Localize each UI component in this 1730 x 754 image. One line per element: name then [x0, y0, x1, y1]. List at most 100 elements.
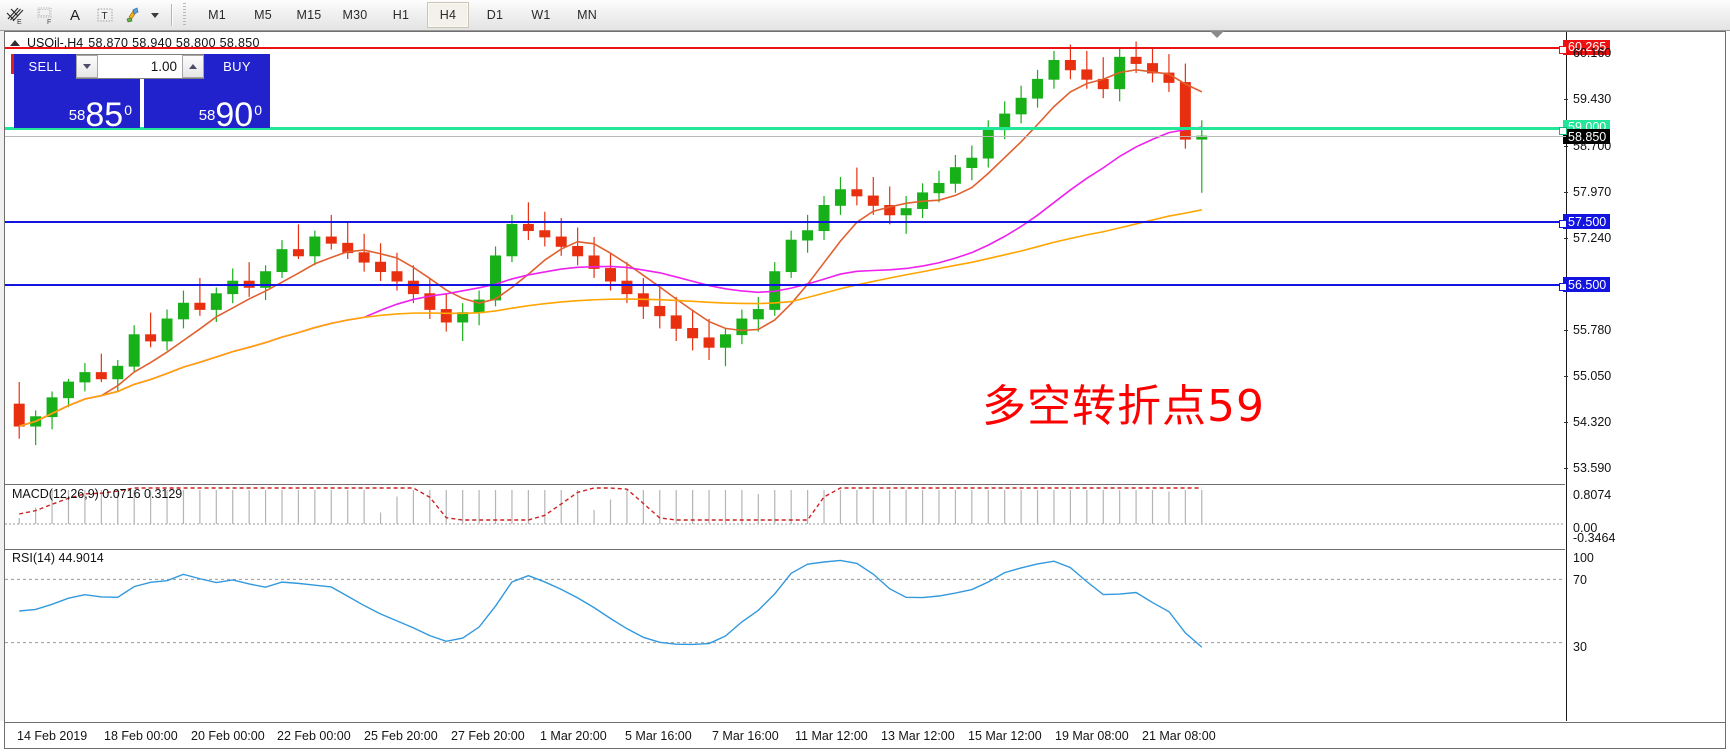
- macd-histogram-bar: [199, 490, 201, 524]
- price-level-pill[interactable]: 60.265: [1563, 39, 1611, 55]
- horizontal-level-line[interactable]: [5, 45, 1567, 54]
- horizontal-level-line[interactable]: [5, 220, 1567, 229]
- price-plot: [13, 41, 1208, 446]
- text-label-icon[interactable]: T: [90, 2, 120, 28]
- candlestick: [769, 262, 781, 316]
- price-level-pill[interactable]: 56.500: [1563, 277, 1611, 293]
- macd-histogram-bar: [462, 490, 464, 524]
- volume-increment-button[interactable]: [182, 55, 204, 78]
- timeframe-m15[interactable]: M15: [296, 8, 322, 22]
- toolbar-divider: [171, 4, 173, 26]
- macd-pane[interactable]: [5, 484, 1565, 547]
- macd-histogram-bar: [297, 490, 300, 524]
- price-axis-tick: [1564, 53, 1568, 55]
- buy-button[interactable]: BUY: [204, 54, 270, 79]
- candlestick: [966, 145, 978, 181]
- sell-button[interactable]: SELL: [14, 54, 76, 79]
- rsi-plot: [5, 559, 1565, 648]
- price-axis-label: 59.430: [1573, 92, 1612, 107]
- macd-histogram-bar: [1004, 490, 1006, 524]
- candlestick: [325, 214, 337, 250]
- macd-histogram-bar: [577, 490, 579, 524]
- sell-price-quote[interactable]: 58 85 0: [14, 79, 140, 128]
- price-axis-label: 54.320: [1573, 414, 1612, 429]
- volume-decrement-button[interactable]: [76, 55, 98, 78]
- svg-text:T: T: [102, 11, 108, 22]
- macd-histogram-bar: [150, 490, 152, 524]
- time-axis[interactable]: 14 Feb 2019 18 Feb 00:00 20 Feb 00:00 22 Fe…: [5, 722, 1726, 753]
- macd-histogram-bar: [527, 490, 529, 524]
- macd-histogram-bar: [347, 490, 349, 524]
- crosshair-cursor-icon[interactable]: E: [0, 2, 30, 28]
- macd-histogram-bar: [363, 490, 365, 524]
- macd-histogram-bar: [215, 490, 217, 524]
- macd-histogram-bar: [1020, 490, 1022, 524]
- price-axis[interactable]: 60.265 60.160 59.430 59.000 58.850 58.700 57.9…: [1563, 32, 1726, 721]
- buy-price-quote[interactable]: 58 90 0: [144, 79, 270, 128]
- candlestick: [112, 359, 124, 392]
- macd-histogram-bar: [166, 490, 168, 524]
- toolbar: E F A T: [0, 0, 1730, 31]
- timeframe-mn[interactable]: MN: [577, 8, 597, 22]
- symbol-label: USOil-,H4: [27, 36, 84, 50]
- timeframe-h4[interactable]: H4: [427, 2, 469, 28]
- level-drag-handle[interactable]: [1559, 283, 1567, 292]
- price-axis-tick: [1564, 99, 1568, 101]
- one-click-trading-panel[interactable]: SELL 1.00 BUY 58 85 0: [11, 54, 270, 128]
- candlestick: [1032, 69, 1044, 108]
- horizontal-level-line[interactable]: [5, 283, 1567, 292]
- candlestick: [62, 378, 74, 408]
- level-drag-handle[interactable]: [1559, 45, 1567, 54]
- macd-histogram-bar: [18, 518, 20, 524]
- price-level-pill[interactable]: 57.500: [1563, 214, 1611, 230]
- candlestick: [1196, 120, 1208, 193]
- candlestick: [473, 290, 485, 326]
- candlestick: [490, 246, 502, 307]
- trade-panel-quotes: 58 85 0 58 90 0: [14, 79, 270, 128]
- macd-histogram-bar: [692, 490, 694, 524]
- rsi-axis-label: 30: [1573, 640, 1587, 654]
- timeframe-m30[interactable]: M30: [342, 8, 368, 22]
- timeframe-m5[interactable]: M5: [254, 8, 272, 22]
- level-drag-handle[interactable]: [1559, 220, 1567, 229]
- rsi-pane[interactable]: [5, 549, 1565, 660]
- candlestick: [999, 101, 1011, 140]
- candlestick: [867, 177, 879, 215]
- macd-histogram-bar: [1086, 490, 1088, 524]
- macd-histogram-bar: [232, 490, 234, 524]
- grid-icon[interactable]: F: [30, 2, 60, 28]
- toolbar-grip-handle[interactable]: [181, 3, 189, 27]
- macd-histogram-bar: [856, 490, 858, 524]
- price-axis-tick: [1564, 329, 1568, 331]
- macd-histogram-bar: [872, 490, 874, 524]
- candlestick: [539, 211, 551, 247]
- price-pane[interactable]: [5, 32, 1565, 481]
- volume-input[interactable]: 1.00: [98, 55, 182, 78]
- price-axis-tick: [1564, 145, 1568, 147]
- objects-icon[interactable]: [120, 2, 150, 28]
- pane-drag-marker-icon[interactable]: [1210, 31, 1224, 38]
- sell-price-main: 85: [85, 96, 124, 128]
- collapse-triangle-icon[interactable]: [10, 40, 20, 46]
- candlestick: [13, 381, 25, 439]
- candlestick: [736, 309, 748, 345]
- text-tool-icon[interactable]: A: [69, 6, 80, 24]
- macd-histogram-bar: [954, 490, 957, 524]
- horizontal-level-line[interactable]: [5, 136, 1566, 138]
- timeframe-w1[interactable]: W1: [531, 8, 551, 22]
- horizontal-level-line[interactable]: [5, 126, 1567, 135]
- timeframe-d1[interactable]: D1: [486, 8, 504, 22]
- time-axis-label: 27 Feb 20:00: [451, 729, 525, 743]
- timeframe-h1[interactable]: H1: [392, 8, 410, 22]
- macd-histogram-bar: [675, 490, 677, 524]
- ma-fast-line: [18, 69, 1203, 427]
- level-drag-handle[interactable]: [1559, 126, 1567, 135]
- macd-histogram-bar: [609, 499, 612, 524]
- price-level-pill[interactable]: 58.850: [1563, 129, 1611, 145]
- price-axis-label: 58.700: [1573, 138, 1612, 153]
- objects-dropdown-caret-icon[interactable]: [151, 12, 159, 18]
- timeframe-m1[interactable]: M1: [208, 8, 226, 22]
- chart-area[interactable]: [4, 31, 1726, 749]
- buy-price-prefix: 58: [198, 107, 216, 124]
